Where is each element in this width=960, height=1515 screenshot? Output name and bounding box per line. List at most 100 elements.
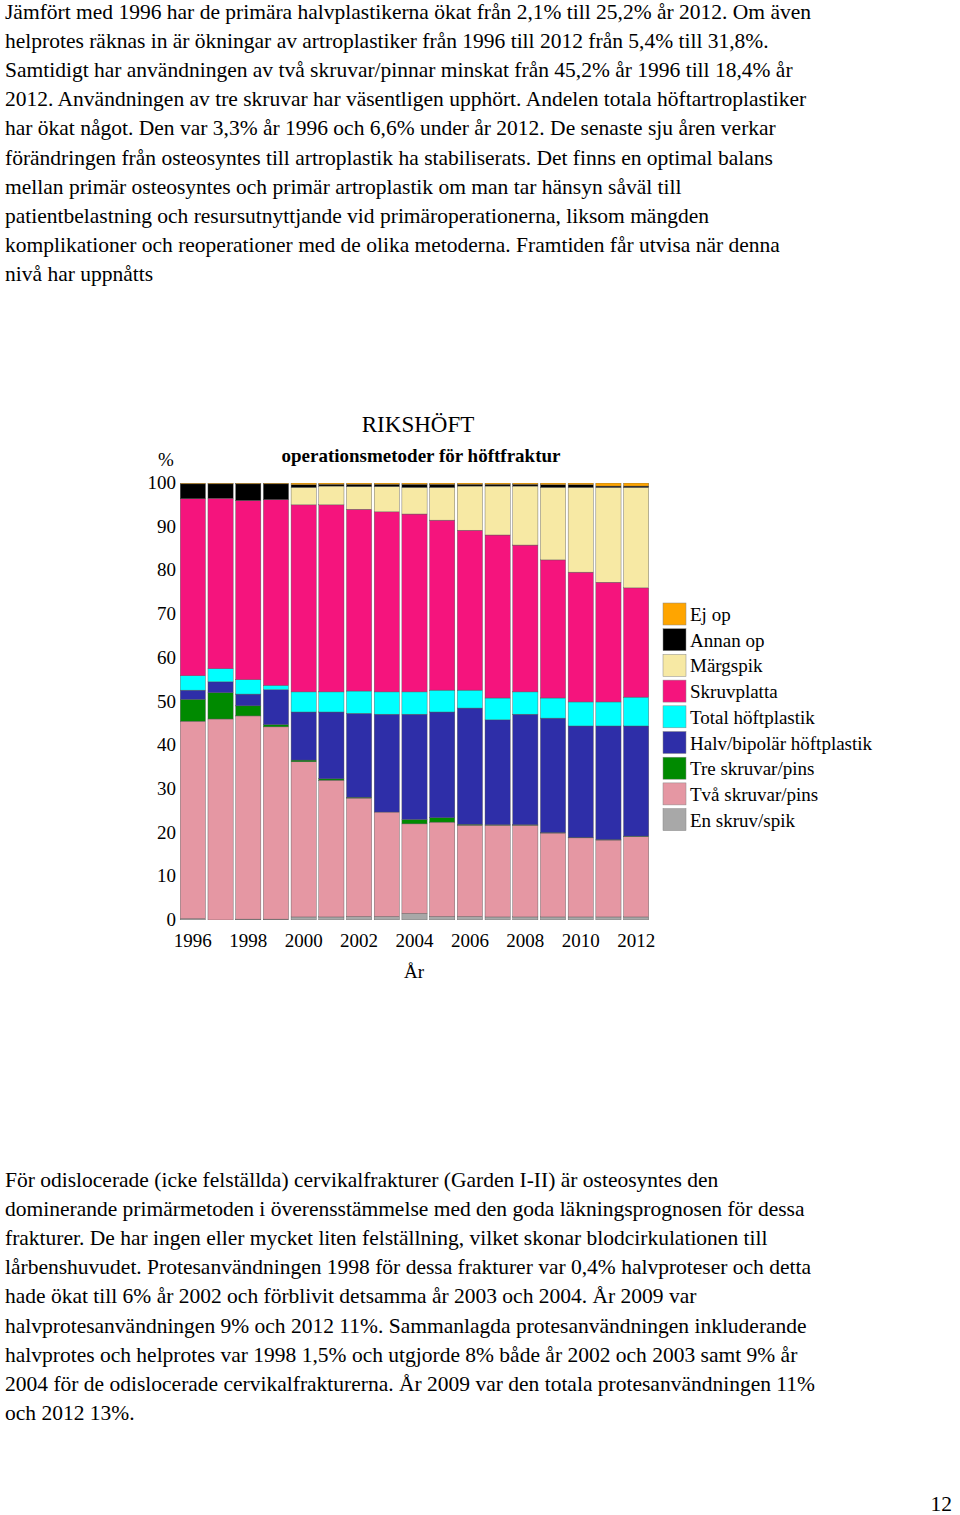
- bar-segment: [513, 484, 538, 486]
- y-tick-label: 20: [157, 822, 176, 843]
- y-tick: [177, 701, 179, 702]
- bar-segment: [236, 694, 261, 706]
- bar-segment: [319, 484, 344, 486]
- bar-segment: [513, 825, 538, 917]
- x-tick-label: 2008: [506, 930, 544, 951]
- bar-segment: [374, 512, 399, 692]
- bar-segment: [596, 726, 621, 840]
- chart-title: RIKSHÖFT: [362, 412, 474, 437]
- bar-segment: [596, 483, 621, 486]
- bar-segment: [319, 483, 344, 484]
- bar-segment: [485, 486, 510, 535]
- y-tick: [177, 526, 179, 527]
- bar-segment: [346, 917, 371, 920]
- bar-segment: [180, 484, 205, 499]
- bar-segment: [485, 483, 510, 484]
- bar-segment: [596, 840, 621, 917]
- bar-segment: [568, 917, 593, 920]
- bar-segment: [485, 825, 510, 917]
- bar-segment: [263, 727, 288, 919]
- y-tick: [177, 920, 179, 921]
- bar-segment: [430, 712, 455, 818]
- legend-swatch: [663, 706, 686, 728]
- bar-segment: [457, 486, 482, 530]
- bar-segment: [374, 483, 399, 484]
- legend-label: Annan op: [690, 630, 764, 651]
- bar-segment: [540, 483, 565, 485]
- bar-segment: [236, 484, 261, 501]
- bar-segment: [236, 680, 261, 694]
- text-line: förändringen från osteosyntes till artro…: [5, 146, 773, 170]
- legend-swatch: [663, 629, 686, 651]
- y-tick-label: 10: [157, 865, 176, 886]
- bar-segment: [319, 917, 344, 920]
- bar-segment: [430, 484, 455, 487]
- bar-segment: [568, 487, 593, 572]
- bar-segment: [263, 483, 288, 484]
- y-tick-label: 40: [157, 734, 176, 755]
- bar-segment: [374, 917, 399, 920]
- legend-swatch: [663, 732, 686, 754]
- bar-segment: [263, 685, 288, 689]
- x-tick-label: 2004: [396, 930, 435, 951]
- bar-segment: [513, 714, 538, 825]
- y-tick-label: 80: [157, 559, 176, 580]
- bar-segment: [374, 692, 399, 714]
- bar-segment: [568, 726, 593, 837]
- chart-subtitle: operationsmetoder för höftfraktur: [282, 445, 562, 466]
- bar-segment: [208, 484, 233, 498]
- x-tick-label: 2010: [562, 930, 600, 951]
- bar-segment: [596, 582, 621, 702]
- bar-segment: [402, 714, 427, 819]
- bar-segment: [485, 698, 510, 720]
- bar-segment: [568, 572, 593, 702]
- text-line: helprotes räknas in är ökningar av artro…: [5, 29, 769, 53]
- bar-segment: [208, 682, 233, 693]
- legend-label: Skruvplatta: [690, 681, 778, 702]
- bar-segment: [624, 588, 649, 697]
- bar-segment: [540, 485, 565, 488]
- legend-label: Tre skruvar/pins: [690, 758, 814, 779]
- bar-segment: [513, 486, 538, 545]
- bar-segment: [485, 535, 510, 698]
- bar-segment: [430, 818, 455, 822]
- y-tick: [177, 788, 179, 789]
- x-tick-label: 2012: [617, 930, 655, 951]
- bar-segment: [346, 798, 371, 916]
- y-axis-label: %: [158, 449, 174, 470]
- bar-segment: [568, 485, 593, 488]
- bar-segment: [540, 698, 565, 718]
- legend-label: Ej op: [690, 604, 731, 625]
- bar-segment: [346, 483, 371, 484]
- bar-segment: [457, 708, 482, 824]
- legend: Ej opAnnan opMärgspikSkruvplattaTotal hö…: [663, 603, 873, 831]
- bar-segment: [568, 483, 593, 485]
- bar-segment: [236, 500, 261, 679]
- bar-segment: [319, 780, 344, 917]
- y-tick-label: 70: [157, 603, 176, 624]
- bar-segment: [485, 484, 510, 486]
- bar-segment: [513, 483, 538, 484]
- bar-segment: [430, 483, 455, 484]
- x-tick-label: 2000: [285, 930, 323, 951]
- text-line: 2004 för de odislocerade cervikalfraktur…: [5, 1372, 815, 1396]
- y-tick-label: 30: [157, 778, 176, 799]
- bar-segment: [291, 483, 316, 485]
- x-tick-label: 1996: [174, 930, 212, 951]
- legend-swatch: [663, 603, 686, 625]
- bar-segment: [374, 812, 399, 916]
- bar-segment: [457, 825, 482, 916]
- legend-label: Två skruvar/pins: [690, 784, 818, 805]
- bar-segment: [319, 712, 344, 779]
- legend-swatch: [663, 757, 686, 779]
- x-axis-label: År: [404, 961, 425, 982]
- bar-segment: [457, 917, 482, 920]
- bar-segment: [457, 690, 482, 708]
- text-line: patientbelastning och resursutnyttjande …: [5, 204, 709, 228]
- bar-segment: [291, 762, 316, 917]
- bar-segment: [513, 917, 538, 920]
- text-line: frakturer. De har ingen eller mycket lit…: [5, 1226, 767, 1250]
- legend-swatch: [663, 809, 686, 831]
- text-line: komplikationer och reoperationer med de …: [5, 233, 780, 257]
- bar-segment: [180, 690, 205, 699]
